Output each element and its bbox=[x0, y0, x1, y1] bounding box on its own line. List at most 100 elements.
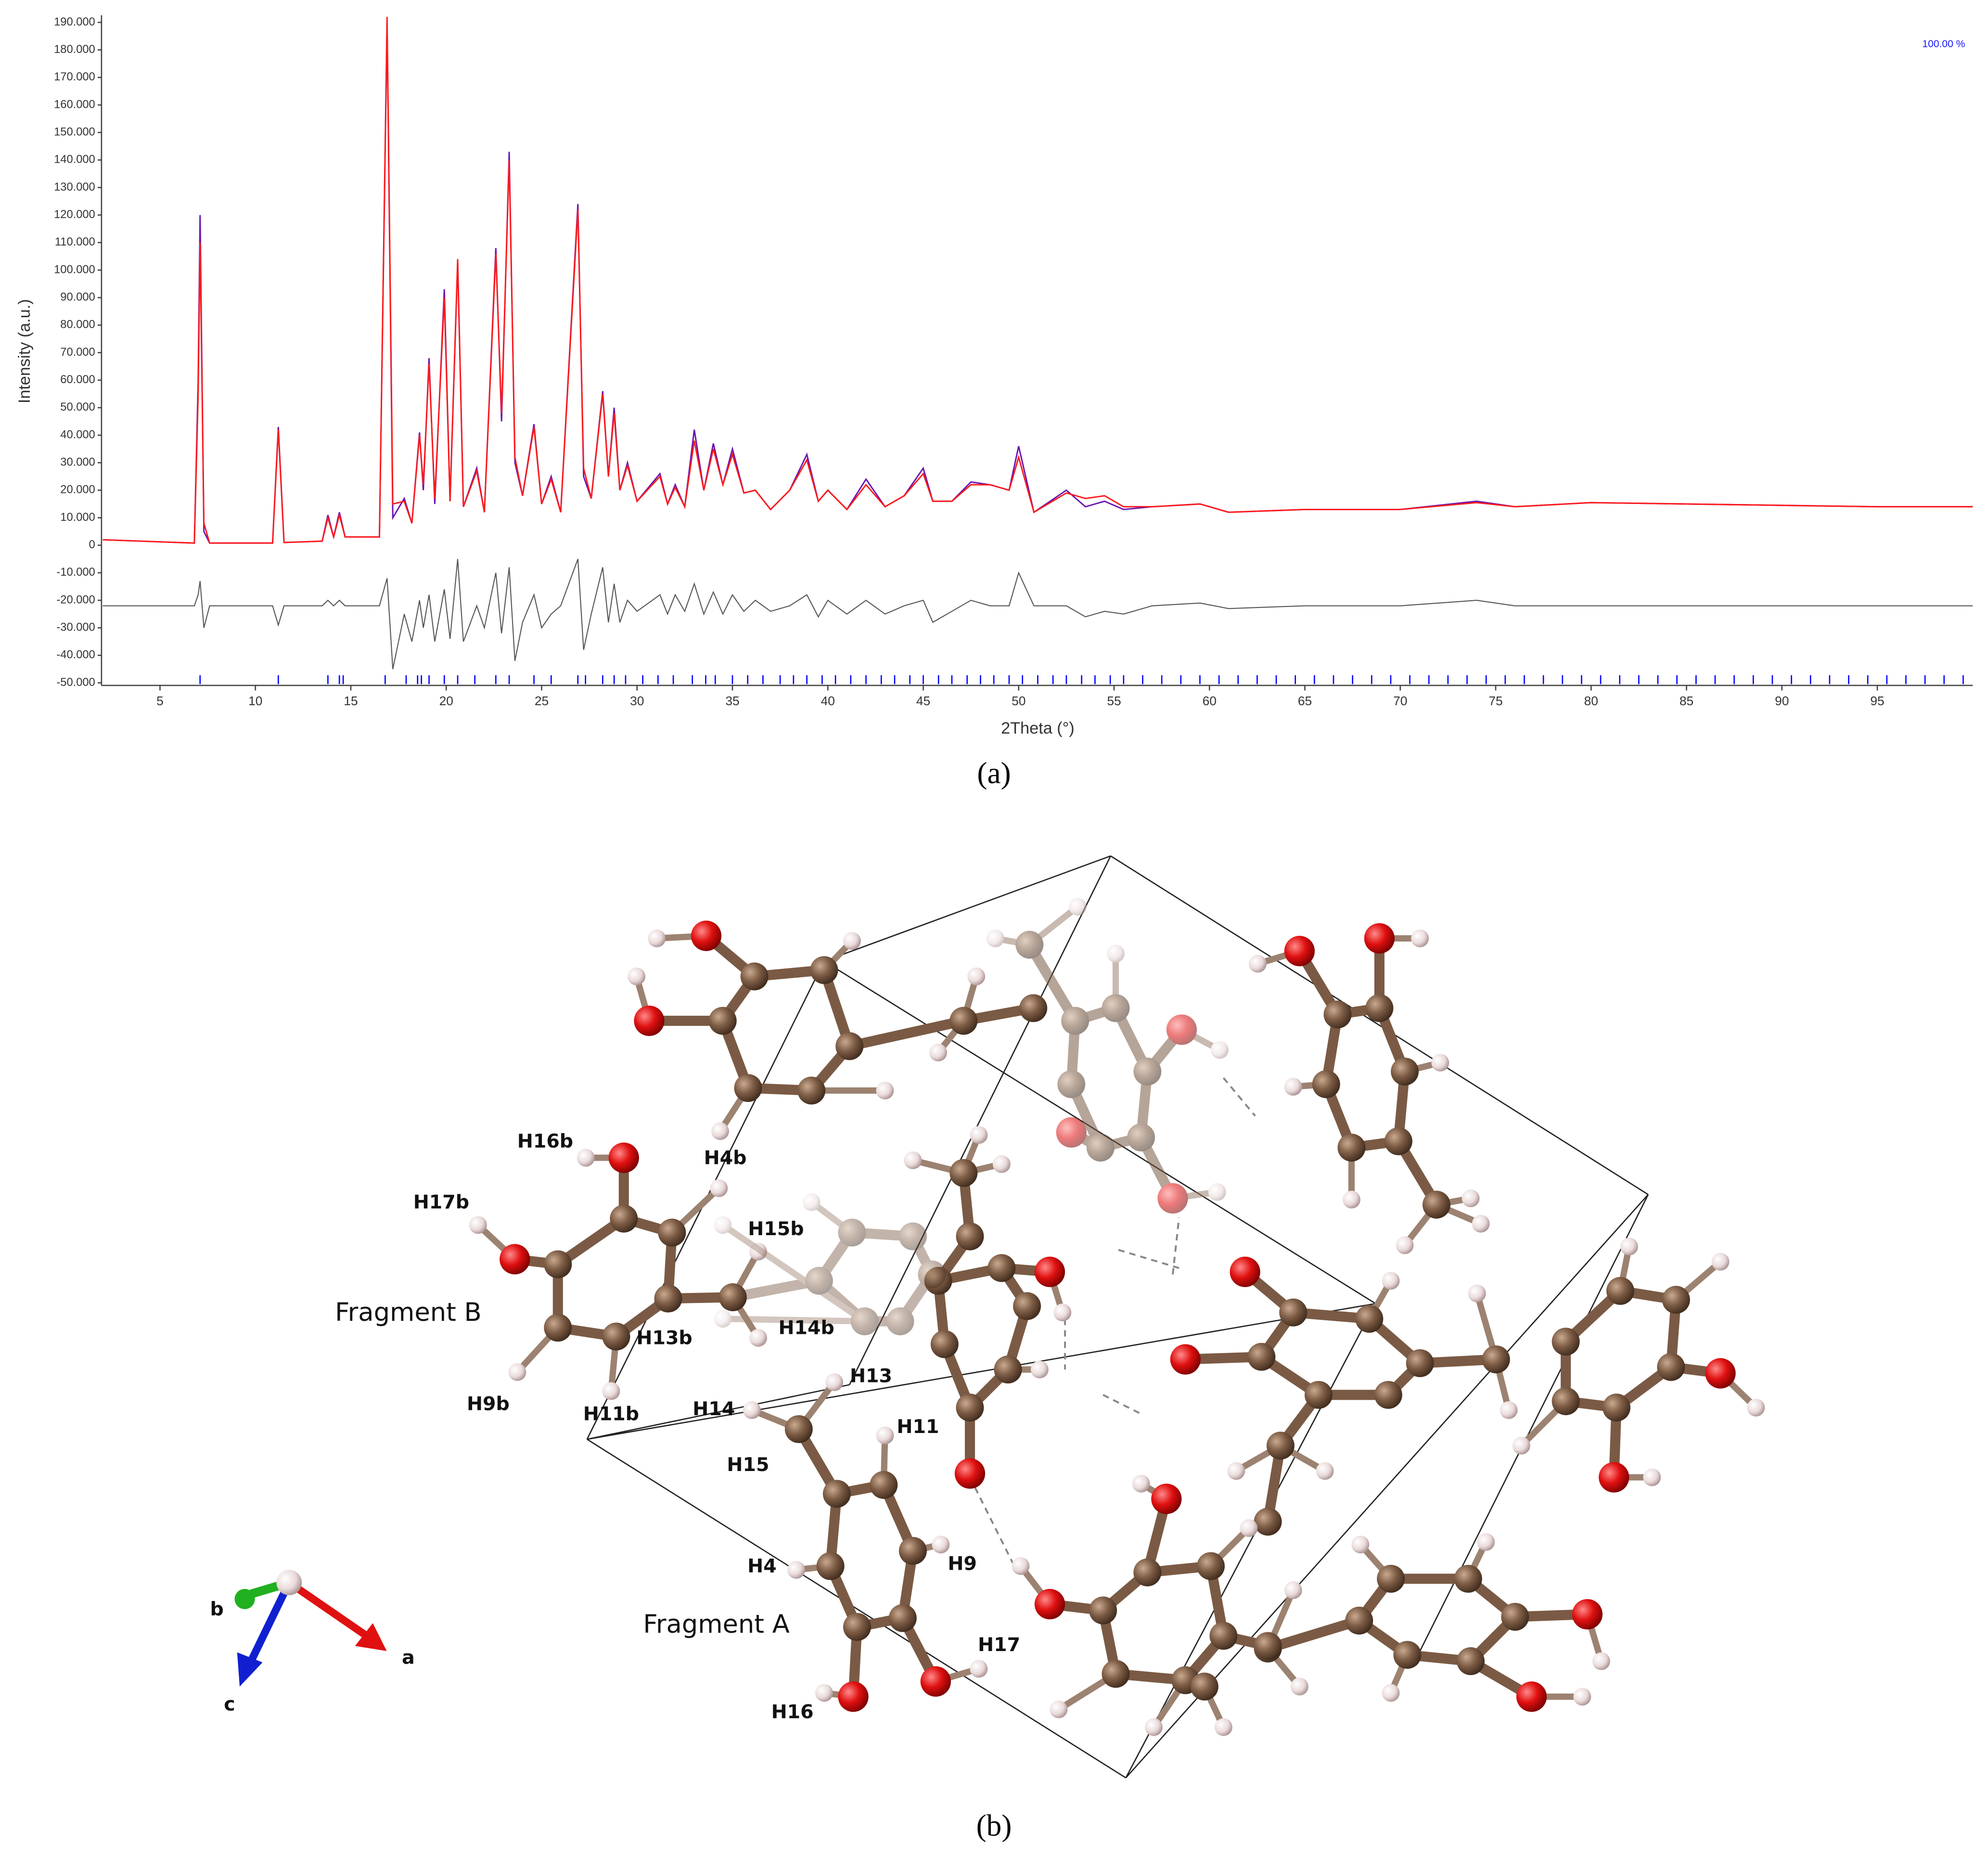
y-tick-label: 30.000 bbox=[60, 456, 95, 469]
atom bbox=[1015, 930, 1044, 959]
y-tick-label: -30.000 bbox=[56, 621, 95, 634]
atom bbox=[1643, 1468, 1661, 1486]
y-tick-label: 0 bbox=[89, 539, 95, 551]
bond bbox=[844, 1016, 969, 1051]
x-tick-label: 50 bbox=[1012, 694, 1026, 708]
annotation: 100.00 % bbox=[1922, 39, 1965, 50]
atom bbox=[1254, 1632, 1282, 1660]
atom bbox=[1089, 1596, 1117, 1625]
atom bbox=[1056, 1117, 1087, 1148]
atom bbox=[1133, 1558, 1162, 1587]
atom bbox=[1406, 1349, 1434, 1377]
atom bbox=[1254, 1508, 1282, 1536]
x-axis-title: 2Theta (°) bbox=[1001, 719, 1075, 737]
atom bbox=[1377, 1564, 1405, 1593]
molecule bbox=[714, 1193, 946, 1336]
unit-cell-edge bbox=[823, 960, 1376, 1304]
atom bbox=[994, 1356, 1022, 1384]
atom bbox=[797, 1076, 826, 1105]
bond bbox=[728, 1276, 824, 1303]
atom bbox=[1391, 1058, 1419, 1086]
atom bbox=[843, 932, 861, 950]
atom bbox=[918, 1260, 946, 1289]
atom bbox=[992, 1155, 1011, 1173]
atom bbox=[1132, 1474, 1150, 1493]
atom bbox=[810, 956, 838, 984]
atom bbox=[1572, 1599, 1603, 1630]
atom-label: H9 bbox=[948, 1552, 977, 1575]
y-axis-title: Intensity (a.u.) bbox=[15, 299, 34, 403]
atom bbox=[654, 1284, 682, 1313]
y-tick-label: 130.000 bbox=[54, 181, 95, 194]
atom bbox=[1411, 930, 1429, 947]
y-tick-label: -10.000 bbox=[56, 566, 95, 579]
atom bbox=[1133, 1058, 1162, 1086]
atom bbox=[714, 1310, 732, 1328]
atom bbox=[1208, 1183, 1226, 1201]
x-tick-label: 90 bbox=[1775, 694, 1789, 708]
atom bbox=[1500, 1401, 1518, 1419]
bond bbox=[719, 1316, 868, 1325]
x-tick-label: 85 bbox=[1680, 694, 1693, 708]
atom bbox=[1197, 1552, 1225, 1580]
atom bbox=[544, 1314, 572, 1342]
atom-label: H13b bbox=[636, 1327, 692, 1349]
molecule bbox=[1512, 1238, 1765, 1493]
atom bbox=[838, 1681, 869, 1712]
axis-origin bbox=[276, 1570, 302, 1596]
hydrogen-bond bbox=[1103, 1394, 1141, 1415]
x-tick-label: 45 bbox=[916, 694, 930, 708]
atom bbox=[822, 1480, 851, 1508]
unit-cell-edge bbox=[587, 1384, 850, 1440]
axis-arrow-head bbox=[355, 1623, 387, 1651]
atom bbox=[500, 1244, 530, 1275]
atom bbox=[838, 1218, 866, 1247]
atom-label: H14b bbox=[778, 1317, 834, 1339]
atom bbox=[1057, 1070, 1086, 1098]
atom bbox=[1266, 1432, 1295, 1460]
molecule bbox=[904, 1126, 1072, 1489]
x-tick-label: 95 bbox=[1870, 694, 1884, 708]
x-tick-label: 55 bbox=[1107, 694, 1121, 708]
atom bbox=[577, 1149, 595, 1167]
x-tick-label: 75 bbox=[1488, 694, 1502, 708]
atom bbox=[1012, 1557, 1030, 1575]
atom bbox=[1170, 1344, 1201, 1375]
atom bbox=[658, 1218, 686, 1247]
x-tick-label: 15 bbox=[344, 694, 358, 708]
atom bbox=[1030, 1360, 1049, 1379]
fragment-label: Fragment A bbox=[643, 1610, 789, 1639]
atom bbox=[634, 1006, 665, 1036]
atom bbox=[1606, 1277, 1634, 1305]
atom bbox=[1290, 1678, 1308, 1696]
molecule bbox=[743, 1373, 988, 1712]
atom-label: H16b bbox=[517, 1130, 573, 1152]
atom bbox=[949, 1159, 978, 1187]
bond bbox=[1024, 940, 1080, 1026]
atom bbox=[1323, 1000, 1352, 1029]
atom bbox=[1501, 1602, 1529, 1631]
atom bbox=[1034, 1256, 1065, 1287]
atom-label: H11 bbox=[897, 1416, 939, 1438]
series-line bbox=[103, 17, 1973, 544]
atom bbox=[956, 1222, 984, 1251]
atom bbox=[1157, 1183, 1188, 1214]
atom bbox=[1382, 1272, 1400, 1290]
atom bbox=[816, 1552, 845, 1580]
atom bbox=[1477, 1533, 1495, 1551]
y-tick-label: 40.000 bbox=[60, 428, 95, 441]
atom bbox=[1462, 1189, 1480, 1207]
atom bbox=[718, 1283, 747, 1311]
atom bbox=[970, 1126, 988, 1144]
atom bbox=[1573, 1688, 1591, 1706]
y-tick-label: -50.000 bbox=[56, 676, 95, 689]
atom bbox=[1422, 1190, 1450, 1219]
x-tick-label: 80 bbox=[1584, 694, 1598, 708]
atom bbox=[1382, 1684, 1400, 1702]
y-tick-label: 90.000 bbox=[60, 291, 95, 304]
atom bbox=[1592, 1652, 1610, 1670]
atom bbox=[1127, 1123, 1155, 1152]
unit-cell-edge bbox=[587, 1438, 1127, 1779]
molecule bbox=[1249, 923, 1490, 1254]
y-tick-label: 100.000 bbox=[54, 263, 95, 276]
